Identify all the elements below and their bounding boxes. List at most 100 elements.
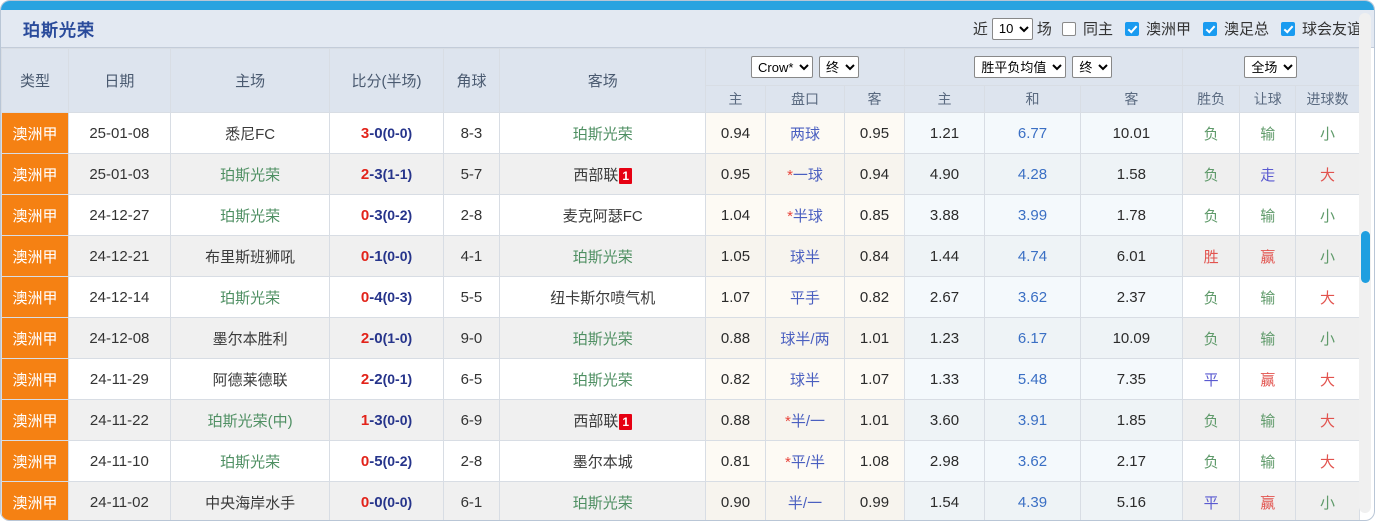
- cell-score: 0-1(0-0): [329, 235, 444, 277]
- col-result-overunder[interactable]: 进球数: [1295, 85, 1360, 113]
- league-label-fa-cup: 澳足总: [1223, 21, 1269, 38]
- cell-home-team: 珀斯光荣: [169, 153, 331, 195]
- col-type[interactable]: 类型: [1, 48, 69, 113]
- cell-home-team: 珀斯光荣: [169, 194, 331, 236]
- col-date[interactable]: 日期: [67, 48, 171, 113]
- cell-result-wdl: 负: [1181, 440, 1241, 482]
- cell-result-handicap: 输: [1239, 399, 1297, 441]
- table-row[interactable]: 澳洲甲 24-11-02 中央海岸水手 0-0(0-0) 6-1 珀斯光荣 0.90 半/一 0…: [1, 481, 1360, 520]
- cell-home-team: 中央海岸水手: [169, 481, 331, 520]
- cell-odds-away: 2.37: [1079, 276, 1183, 318]
- col-corner[interactable]: 角球: [442, 48, 501, 113]
- table-row[interactable]: 澳洲甲 24-11-22 珀斯光荣(中) 1-3(0-0) 6-9 西部联 1 0.88 *半/…: [1, 399, 1360, 441]
- cell-handicap-home-odds: 0.82: [705, 358, 766, 400]
- cell-handicap-away-odds: 1.01: [844, 399, 905, 441]
- cell-away-team: 珀斯光荣: [499, 235, 707, 277]
- table-row[interactable]: 澳洲甲 24-12-08 墨尔本胜利 2-0(1-0) 9-0 珀斯光荣 0.88 球半/两 1…: [1, 317, 1360, 359]
- col-hc-home[interactable]: 主: [705, 85, 766, 113]
- cell-handicap-line: *半/一: [764, 399, 846, 441]
- odds-type-select[interactable]: 胜平负均值: [974, 56, 1067, 78]
- cell-result-handicap: 输: [1239, 276, 1297, 318]
- table-row[interactable]: 澳洲甲 25-01-03 珀斯光荣 2-3(1-1) 5-7 西部联 1 0.95 *一球 0.9…: [1, 153, 1360, 195]
- cell-corner: 4-1: [442, 235, 501, 277]
- handicap-stage-select[interactable]: 终: [819, 56, 859, 78]
- odds-selectors: 胜平负均值 终: [903, 48, 1183, 86]
- cell-result-wdl: 负: [1181, 317, 1241, 359]
- filter-controls: 近 10 场 同主 澳洲甲 澳足总 球会友谊: [972, 17, 1364, 40]
- table-row[interactable]: 澳洲甲 24-12-27 珀斯光荣 0-3(0-2) 2-8 麦克阿瑟FC 1.04 *半球 0…: [1, 194, 1360, 236]
- table-row[interactable]: 澳洲甲 24-11-10 珀斯光荣 0-5(0-2) 2-8 墨尔本城 0.81 *平/半 1.…: [1, 440, 1360, 482]
- cell-handicap-away-odds: 0.85: [844, 194, 905, 236]
- cell-corner: 9-0: [442, 317, 501, 359]
- league-checkbox-a-league[interactable]: [1124, 21, 1139, 36]
- cell-corner: 5-5: [442, 276, 501, 318]
- cell-result-wdl: 负: [1181, 153, 1241, 195]
- cell-result-overunder: 小: [1295, 481, 1360, 520]
- cell-handicap-home-odds: 1.05: [705, 235, 766, 277]
- bookmaker-select[interactable]: Crow*: [751, 56, 813, 78]
- asterisk-icon: *: [784, 412, 791, 430]
- col-score[interactable]: 比分(半场): [329, 48, 444, 113]
- odds-stage-select[interactable]: 终: [1072, 56, 1113, 78]
- cell-result-wdl: 胜: [1181, 235, 1241, 277]
- col-hc-line[interactable]: 盘口: [764, 85, 846, 113]
- cell-result-wdl: 负: [1181, 276, 1241, 318]
- cell-odds-home: 1.33: [903, 358, 986, 400]
- cell-handicap-home-odds: 0.81: [705, 440, 766, 482]
- cell-league: 澳洲甲: [1, 153, 69, 195]
- cell-date: 24-12-14: [67, 276, 171, 318]
- col-odds-home[interactable]: 主: [903, 85, 986, 113]
- cell-handicap-away-odds: 0.84: [844, 235, 905, 277]
- cell-score: 0-3(0-2): [329, 194, 444, 236]
- cell-score: 2-3(1-1): [329, 153, 444, 195]
- cell-odds-home: 2.67: [903, 276, 986, 318]
- same-home-checkbox[interactable]: [1061, 21, 1076, 36]
- cell-date: 25-01-08: [67, 112, 171, 154]
- recent-label: 近: [972, 21, 988, 38]
- cell-handicap-line: 球半: [764, 358, 846, 400]
- cell-league: 澳洲甲: [1, 112, 69, 154]
- cell-handicap-home-odds: 0.88: [705, 317, 766, 359]
- table-row[interactable]: 澳洲甲 25-01-08 悉尼FC 3-0(0-0) 8-3 珀斯光荣 0.94 两球 0.95…: [1, 112, 1360, 154]
- league-checkbox-fa-cup[interactable]: [1202, 21, 1217, 36]
- cell-result-overunder: 大: [1295, 276, 1360, 318]
- vertical-scrollbar-track[interactable]: [1359, 13, 1371, 513]
- scope-select[interactable]: 全场: [1244, 56, 1298, 78]
- cell-handicap-away-odds: 0.95: [844, 112, 905, 154]
- cell-odds-away: 1.85: [1079, 399, 1183, 441]
- filter-bar: 珀斯光荣 近 10 场 同主 澳洲甲 澳足总 球会友谊: [1, 10, 1374, 48]
- cell-odds-draw: 3.99: [984, 194, 1081, 236]
- recent-count-select[interactable]: 10: [991, 17, 1033, 40]
- cell-handicap-home-odds: 0.95: [705, 153, 766, 195]
- col-result-handicap[interactable]: 让球: [1239, 85, 1297, 113]
- col-odds-away[interactable]: 客: [1079, 85, 1183, 113]
- league-checkbox-friendly[interactable]: [1280, 21, 1295, 36]
- cell-score: 0-0(0-0): [329, 481, 444, 520]
- cell-date: 24-12-27: [67, 194, 171, 236]
- matches-label: 场: [1036, 21, 1052, 38]
- cell-league: 澳洲甲: [1, 194, 69, 236]
- col-odds-draw[interactable]: 和: [984, 85, 1081, 113]
- cell-handicap-home-odds: 1.04: [705, 194, 766, 236]
- cell-corner: 6-5: [442, 358, 501, 400]
- cell-result-handicap: 输: [1239, 112, 1297, 154]
- col-away[interactable]: 客场: [499, 48, 707, 113]
- cell-home-team: 珀斯光荣: [169, 440, 331, 482]
- header-row-bottom: 主 盘口 客 主 和 客 胜负 让球 进球数: [2, 85, 1360, 113]
- cell-odds-away: 2.17: [1079, 440, 1183, 482]
- col-result-wdl[interactable]: 胜负: [1181, 85, 1241, 113]
- cell-result-handicap: 赢: [1239, 235, 1297, 277]
- cell-odds-away: 10.01: [1079, 112, 1183, 154]
- cell-handicap-line: 两球: [764, 112, 846, 154]
- vertical-scrollbar-thumb[interactable]: [1361, 231, 1370, 283]
- cell-handicap-line: *半球: [764, 194, 846, 236]
- cell-league: 澳洲甲: [1, 235, 69, 277]
- table-row[interactable]: 澳洲甲 24-12-14 珀斯光荣 0-4(0-3) 5-5 纽卡斯尔喷气机 1.07 平手 0…: [1, 276, 1360, 318]
- cell-score: 2-2(0-1): [329, 358, 444, 400]
- table-row[interactable]: 澳洲甲 24-11-29 阿德莱德联 2-2(0-1) 6-5 珀斯光荣 0.82 球半 1.0…: [1, 358, 1360, 400]
- col-hc-away[interactable]: 客: [844, 85, 905, 113]
- table-row[interactable]: 澳洲甲 24-12-21 布里斯班狮吼 0-1(0-0) 4-1 珀斯光荣 1.05 球半 0.…: [1, 235, 1360, 277]
- col-home[interactable]: 主场: [169, 48, 331, 113]
- asterisk-icon: *: [787, 207, 793, 225]
- cell-result-overunder: 小: [1295, 235, 1360, 277]
